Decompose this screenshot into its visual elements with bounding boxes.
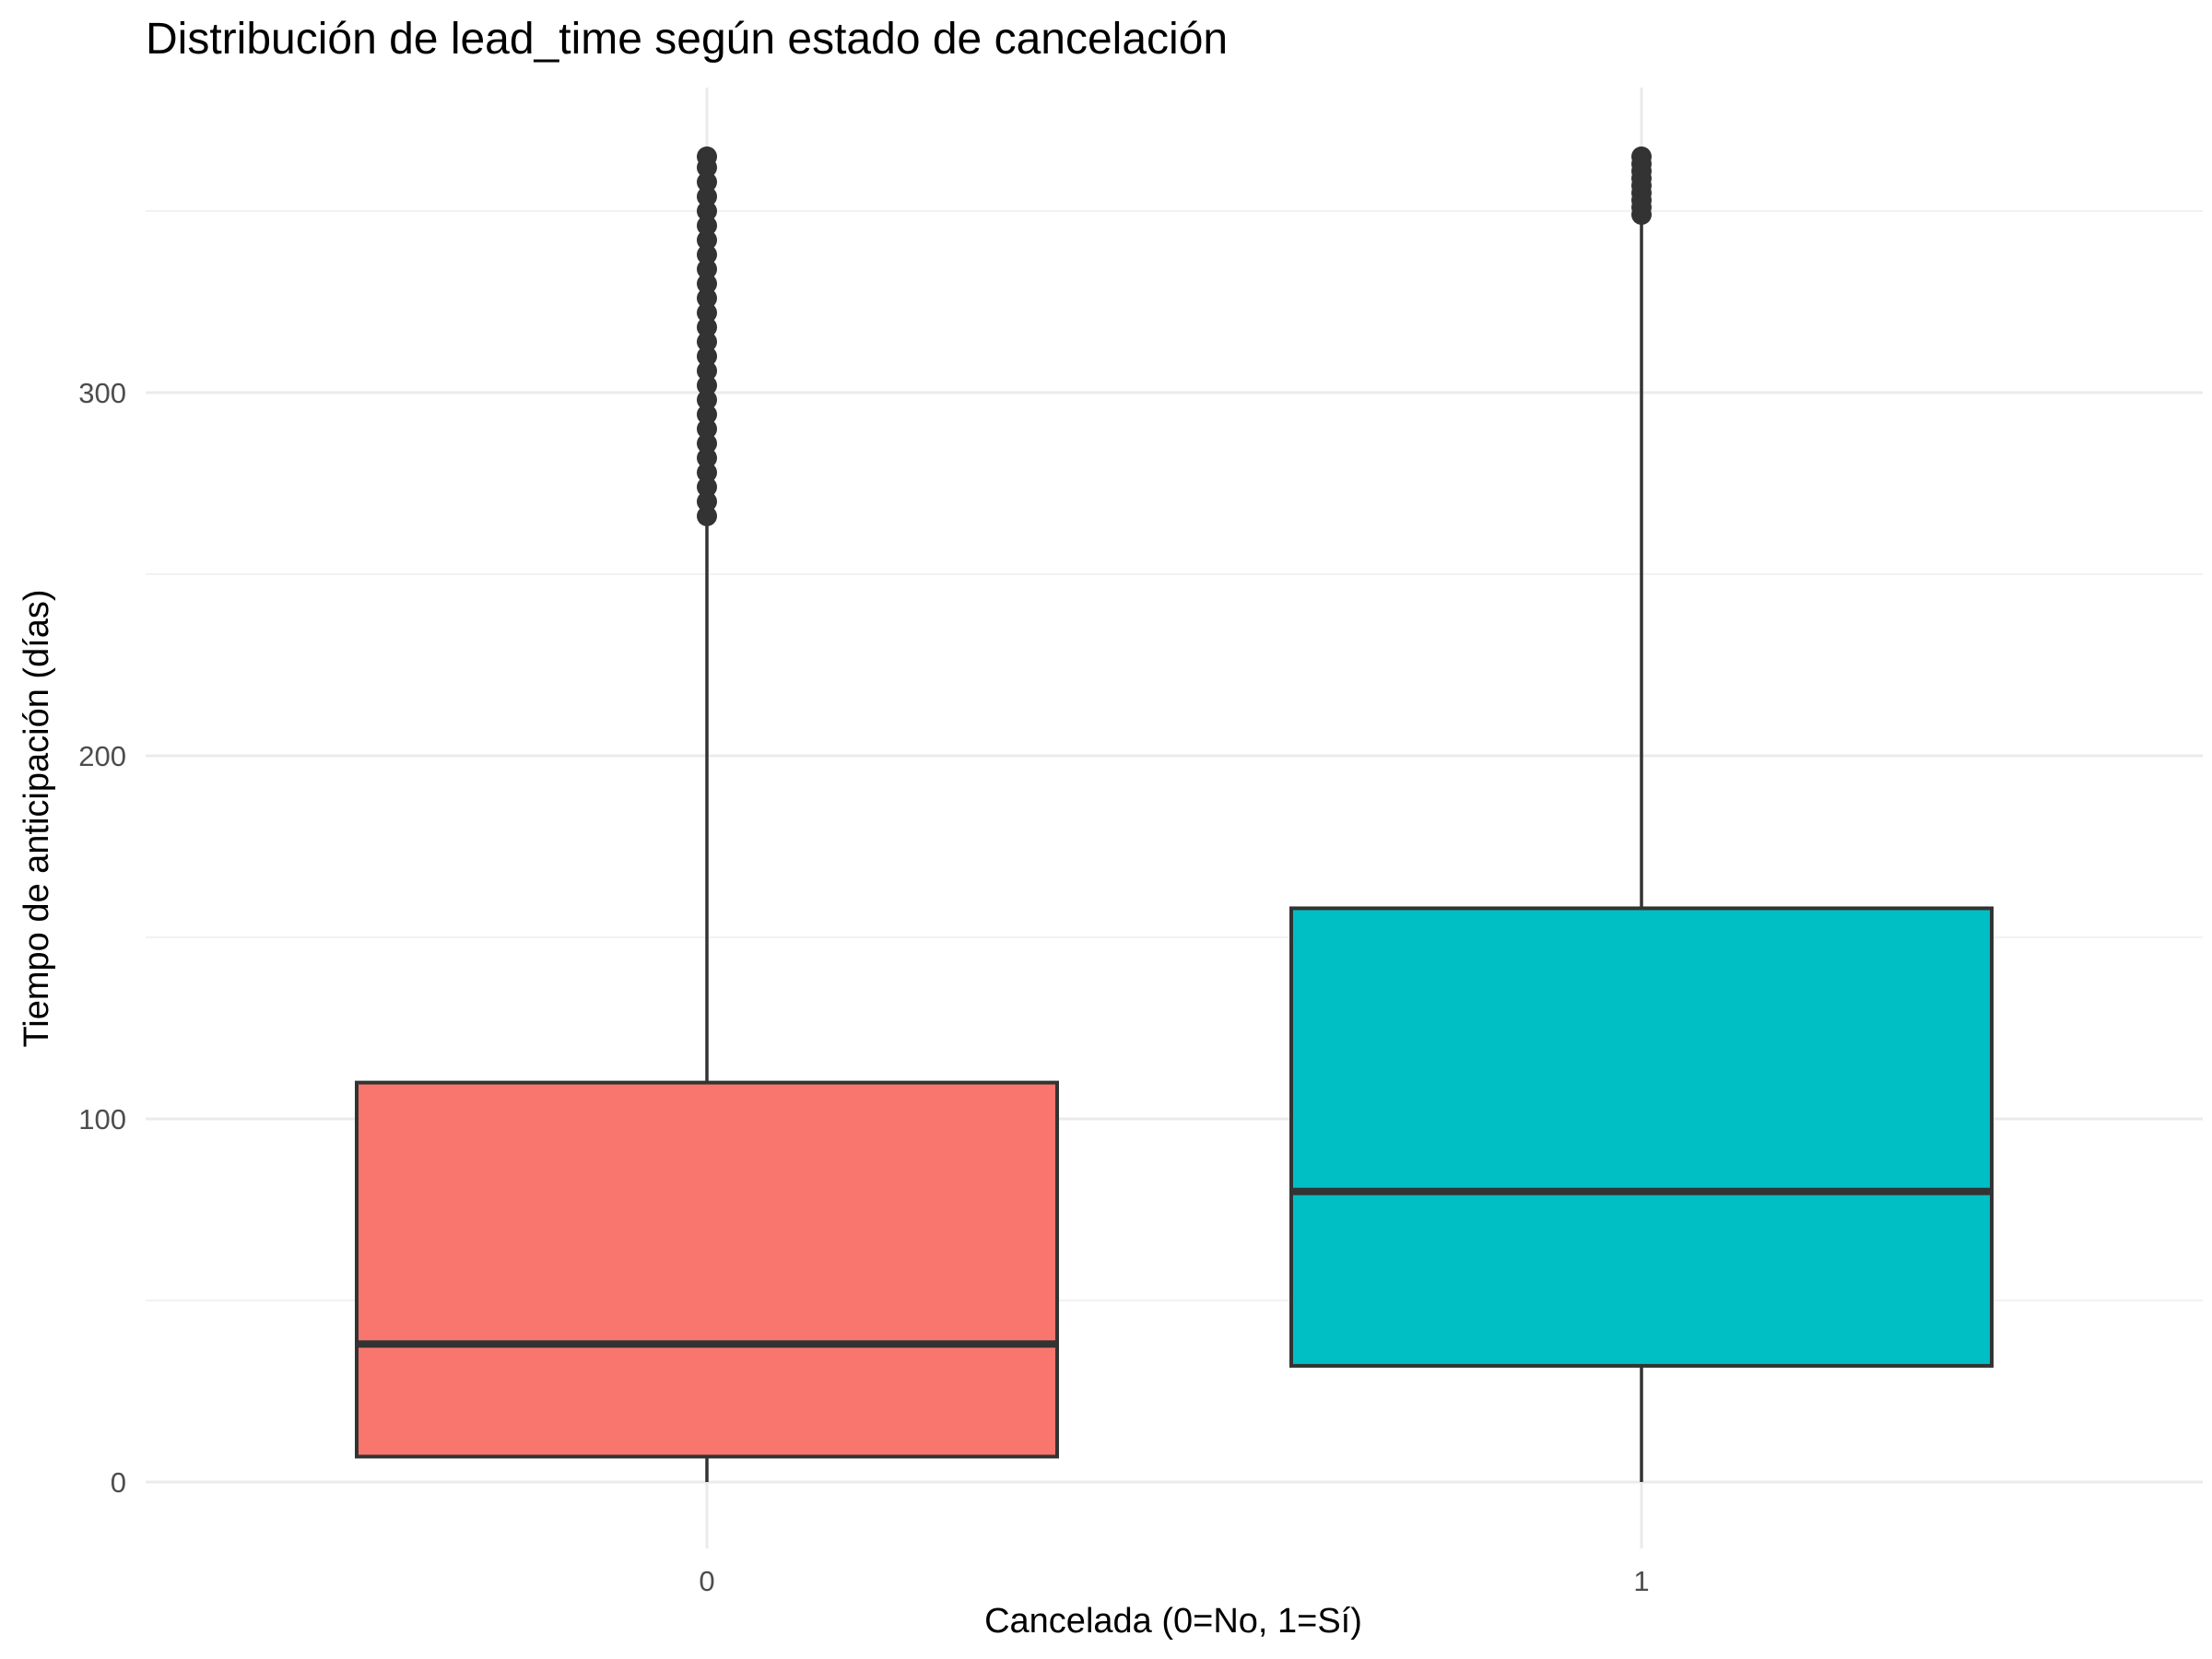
- outlier-point: [697, 302, 717, 324]
- box-iqr: [355, 1080, 1059, 1459]
- y-axis-title: Tiempo de anticipación (días): [18, 589, 56, 1047]
- outlier-point: [697, 462, 717, 483]
- chart-title: Distribución de lead_time según estado d…: [146, 15, 1228, 64]
- outlier-point: [697, 171, 717, 193]
- box-group-1: [1289, 146, 1994, 1482]
- outlier-point: [697, 317, 717, 338]
- boxes-layer: [355, 146, 1994, 1482]
- outlier-point: [697, 186, 717, 207]
- y-tick-label: 0: [111, 1466, 126, 1499]
- box-group-0: [355, 146, 1059, 1482]
- y-tick-label: 100: [78, 1103, 126, 1135]
- outlier-point: [697, 360, 717, 382]
- outlier-point: [697, 418, 717, 440]
- outlier-point: [697, 215, 717, 236]
- outlier-point: [697, 273, 717, 294]
- x-tick-label: 1: [1633, 1565, 1649, 1597]
- outlier-point: [697, 331, 717, 352]
- outlier-point: [697, 244, 717, 265]
- outlier-point: [697, 505, 717, 526]
- outlier-point: [697, 146, 717, 167]
- box-iqr: [1289, 906, 1994, 1368]
- outlier-point: [697, 491, 717, 512]
- outlier-point: [697, 477, 717, 498]
- outlier-point: [697, 433, 717, 454]
- y-tick-label: 300: [78, 377, 126, 409]
- outlier-point: [697, 346, 717, 367]
- outlier-point: [697, 259, 717, 280]
- outlier-point: [697, 201, 717, 221]
- outlier-point: [697, 404, 717, 425]
- outlier-point: [697, 375, 717, 396]
- outlier-point: [697, 447, 717, 468]
- x-axis-title: Cancelada (0=No, 1=Sí): [984, 1602, 1362, 1641]
- outlier-point: [697, 389, 717, 410]
- outlier-point: [697, 229, 717, 251]
- outlier-point: [1631, 146, 1652, 167]
- tick-labels: 0 100 200 300 0 1: [78, 377, 1649, 1597]
- outlier-point: [697, 288, 717, 309]
- y-tick-label: 200: [78, 740, 126, 772]
- x-tick-label: 0: [699, 1565, 714, 1597]
